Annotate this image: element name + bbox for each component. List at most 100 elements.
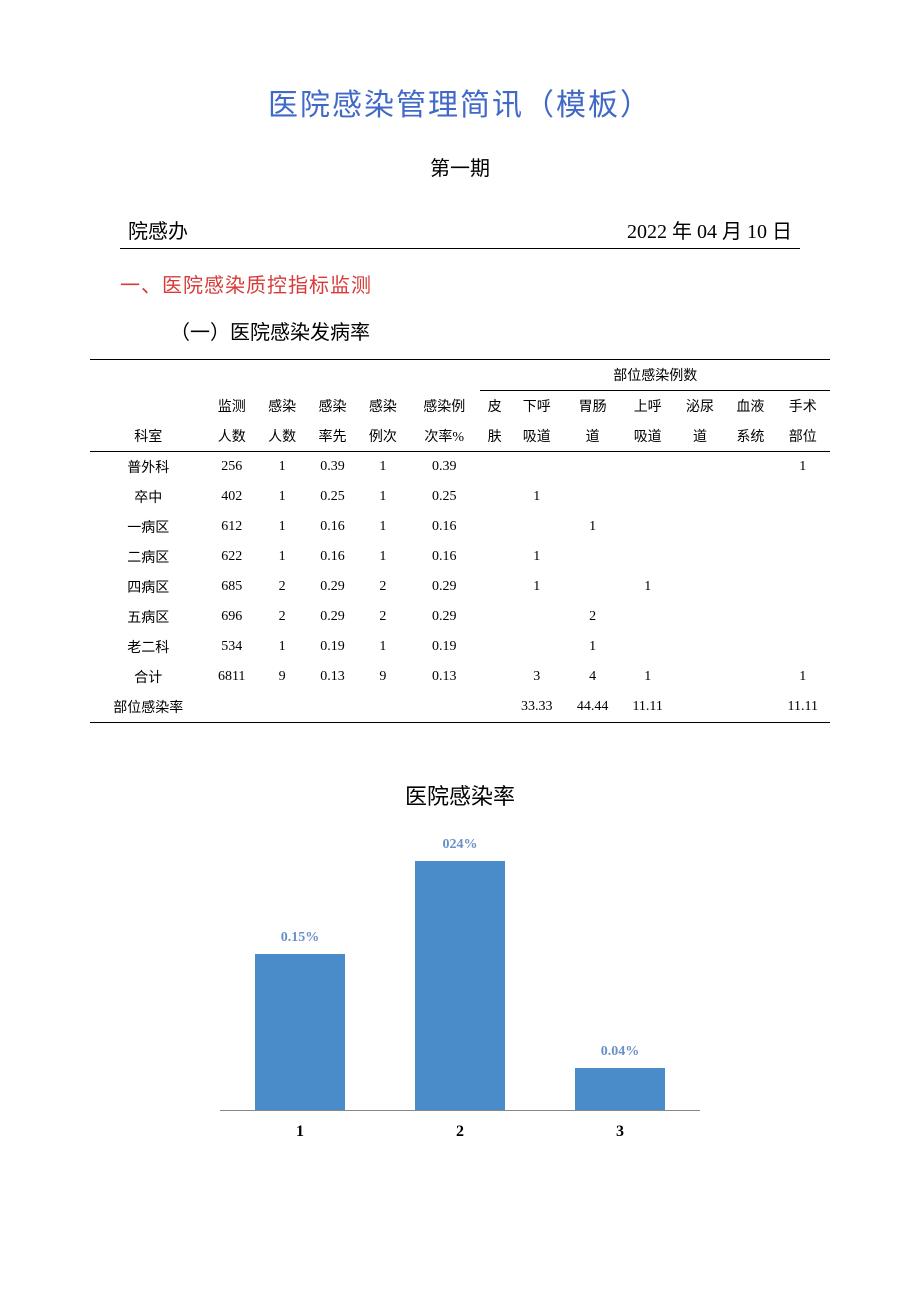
table-cell: 1 xyxy=(509,542,565,572)
header-line: 院感办 2022 年 04 月 10 日 xyxy=(120,215,800,249)
table-cell: 0.25 xyxy=(307,482,357,512)
table-cell: 0.39 xyxy=(408,452,480,483)
table-cell: 0.13 xyxy=(408,662,480,692)
table-row: 普外科25610.3910.391 xyxy=(90,452,830,483)
table-header-row-1: 监测感染感染感染感染例皮下呼胃肠上呼泌尿血液手术 xyxy=(90,391,830,422)
table-cell xyxy=(480,452,508,483)
table-header-cell: 部位 xyxy=(776,421,830,452)
table-cell: 622 xyxy=(207,542,257,572)
table-cell xyxy=(480,662,508,692)
table-cell xyxy=(509,602,565,632)
table-cell: 2 xyxy=(358,572,408,602)
chart-plot-area: 0.15%024%0.04% xyxy=(220,841,700,1111)
table-cell: 五病区 xyxy=(90,602,207,632)
table-cell: 2 xyxy=(257,602,307,632)
table-cell xyxy=(358,692,408,723)
table-header-cell: 胃肠 xyxy=(565,391,621,422)
table-header-cell: 手术 xyxy=(776,391,830,422)
table-cell xyxy=(307,692,357,723)
table-group-header-row: 部位感染例数 xyxy=(90,360,830,391)
table-cell xyxy=(621,452,675,483)
table-row: 合计681190.1390.133411 xyxy=(90,662,830,692)
table-cell: 3 xyxy=(509,662,565,692)
infection-table: 部位感染例数 监测感染感染感染感染例皮下呼胃肠上呼泌尿血液手术 科室人数人数率先… xyxy=(90,359,830,723)
table-cell xyxy=(725,512,775,542)
document-title: 医院感染管理简讯（模板） xyxy=(60,80,860,124)
chart-bar xyxy=(255,954,345,1110)
table-cell: 0.29 xyxy=(307,602,357,632)
table-cell xyxy=(509,512,565,542)
table-cell: 1 xyxy=(509,482,565,512)
table-cell xyxy=(621,512,675,542)
table-cell xyxy=(675,692,725,723)
table-cell xyxy=(480,632,508,662)
table-cell xyxy=(776,572,830,602)
issue-number: 第一期 xyxy=(60,152,860,181)
table-cell xyxy=(621,542,675,572)
table-row: 老二科53410.1910.191 xyxy=(90,632,830,662)
table-header-cell: 上呼 xyxy=(621,391,675,422)
table-cell: 0.16 xyxy=(307,512,357,542)
table-header-cell: 感染 xyxy=(307,391,357,422)
table-cell xyxy=(776,632,830,662)
table-cell: 0.19 xyxy=(408,632,480,662)
table-header-cell: 监测 xyxy=(207,391,257,422)
table-cell xyxy=(675,482,725,512)
table-cell: 1 xyxy=(565,512,621,542)
table-cell xyxy=(675,572,725,602)
table-cell: 1 xyxy=(257,632,307,662)
table-cell: 2 xyxy=(565,602,621,632)
table-cell: 9 xyxy=(257,662,307,692)
table-cell: 11.11 xyxy=(621,692,675,723)
table-cell xyxy=(776,602,830,632)
table-cell xyxy=(675,662,725,692)
table-cell: 2 xyxy=(358,602,408,632)
table-cell xyxy=(675,602,725,632)
table-cell xyxy=(675,512,725,542)
table-header-cell: 吸道 xyxy=(509,421,565,452)
table-cell xyxy=(725,602,775,632)
table-row: 部位感染率33.3344.4411.1111.11 xyxy=(90,692,830,723)
table-cell: 1 xyxy=(257,542,307,572)
table-header-cell: 感染 xyxy=(257,391,307,422)
table-cell xyxy=(207,692,257,723)
table-cell: 696 xyxy=(207,602,257,632)
table-cell: 402 xyxy=(207,482,257,512)
table-cell xyxy=(725,482,775,512)
table-cell: 6811 xyxy=(207,662,257,692)
table-cell: 0.29 xyxy=(408,572,480,602)
table-cell: 1 xyxy=(358,632,408,662)
table-header-cell: 人数 xyxy=(207,421,257,452)
table-cell: 普外科 xyxy=(90,452,207,483)
table-cell xyxy=(509,632,565,662)
table-cell xyxy=(621,632,675,662)
subsection-1-1: （一）医院感染发病率 xyxy=(170,316,860,345)
table-cell: 1 xyxy=(621,662,675,692)
table-cell xyxy=(776,512,830,542)
table-cell: 卒中 xyxy=(90,482,207,512)
table-cell xyxy=(480,692,508,723)
table-cell: 685 xyxy=(207,572,257,602)
table-cell: 0.29 xyxy=(408,602,480,632)
table-header-cell: 科室 xyxy=(90,421,207,452)
table-cell: 0.13 xyxy=(307,662,357,692)
table-cell: 0.29 xyxy=(307,572,357,602)
table-cell xyxy=(725,662,775,692)
table-header-cell: 率先 xyxy=(307,421,357,452)
table-cell xyxy=(675,452,725,483)
chart-bar-label: 0.15% xyxy=(240,930,360,946)
table-cell: 老二科 xyxy=(90,632,207,662)
table-cell xyxy=(480,542,508,572)
table-cell: 1 xyxy=(776,452,830,483)
infection-rate-chart: 0.15%024%0.04% 123 xyxy=(180,841,740,1141)
table-cell xyxy=(480,602,508,632)
table-cell: 4 xyxy=(565,662,621,692)
chart-bar-label: 0.04% xyxy=(560,1044,680,1060)
table-cell xyxy=(675,542,725,572)
table-cell: 1 xyxy=(358,512,408,542)
table-cell: 33.33 xyxy=(509,692,565,723)
document-date: 2022 年 04 月 10 日 xyxy=(627,215,792,244)
table-cell: 1 xyxy=(509,572,565,602)
table-cell xyxy=(675,632,725,662)
table-cell: 2 xyxy=(257,572,307,602)
